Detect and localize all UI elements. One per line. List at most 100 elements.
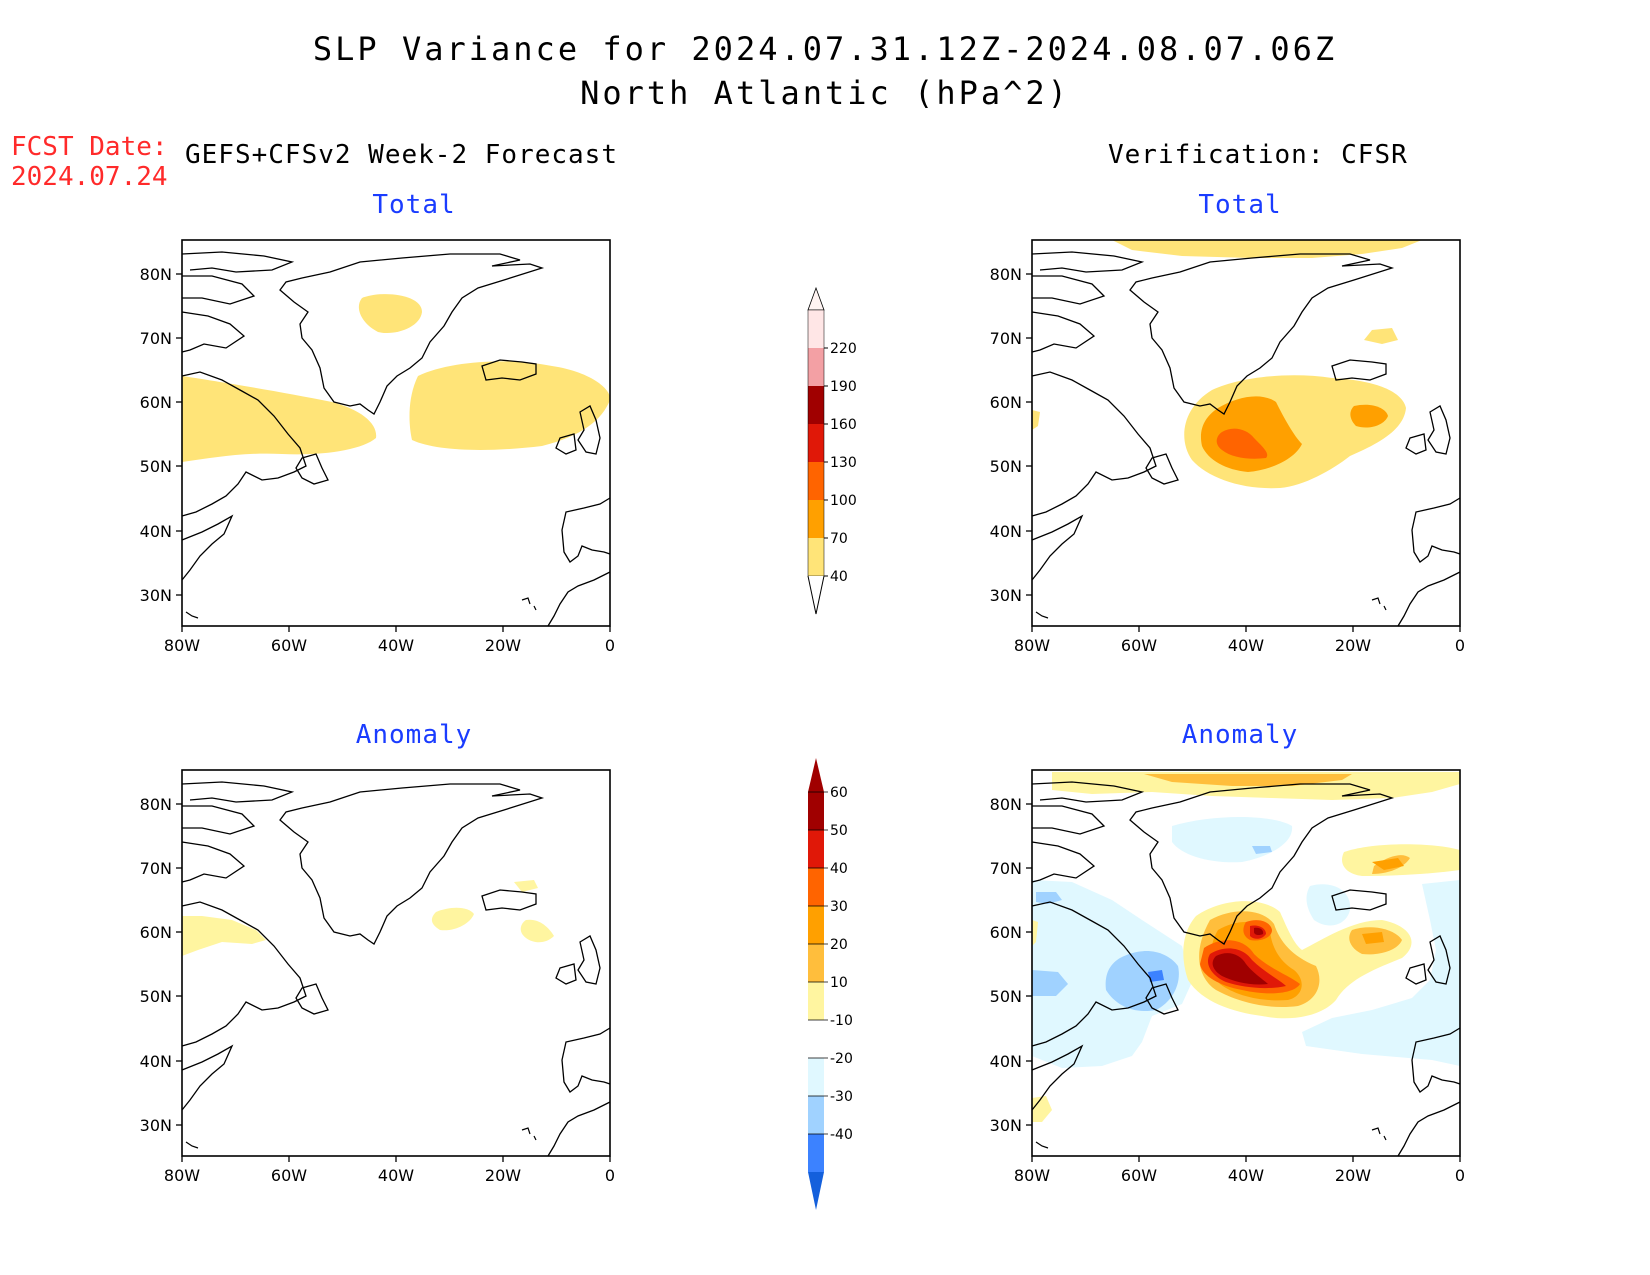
lon-label: 20W [1335,1166,1371,1185]
colorbar-total-swatches: 220 190 160 130 100 70 40 [807,286,857,615]
colorbar-label: -40 [830,1127,853,1143]
colorbar-anomaly-swatches: 60 50 40 30 20 10 -10 -20 -30 -40 [808,758,853,1210]
colorbar-label: -30 [830,1089,853,1105]
colorbar-label: 70 [830,531,848,547]
colorbar-label: -20 [830,1051,853,1067]
fcst-date: 2024.07.24 [11,162,168,192]
verification-anomaly-title: Anomaly [1181,720,1299,750]
lon-label: 40W [378,1166,414,1185]
lat-label: 70N [140,859,172,878]
lat-label: 50N [140,457,172,476]
lon-label: 0 [1455,1166,1465,1185]
variance-fill [182,294,611,462]
lat-label: 50N [990,457,1022,476]
lat-label: 40N [140,522,172,541]
chart-title: SLP Variance for 2024.07.31.12Z-2024.08.… [312,30,1338,68]
right-column-header: Verification: CFSR [1108,140,1408,170]
lon-label: 20W [485,636,521,655]
lat-label: 80N [990,795,1022,814]
lat-label: 30N [140,1116,172,1135]
lat-label: 40N [140,1052,172,1071]
lon-label: 80W [1014,636,1050,655]
anomaly-fill [182,880,554,956]
lat-label: 50N [140,987,172,1006]
lat-label: 30N [990,1116,1022,1135]
lon-label: 40W [1228,636,1264,655]
colorbar-swatch [808,462,824,500]
colorbar-swatch [808,1020,824,1058]
colorbar-label: 40 [830,569,848,585]
colorbar-label: 190 [830,379,857,395]
lon-label: 60W [271,636,307,655]
lon-label: 20W [1335,636,1371,655]
colorbar-swatch [808,310,824,348]
lon-label: 0 [605,636,615,655]
lon-label: 80W [164,1166,200,1185]
lat-label: 70N [140,329,172,348]
lat-label: 60N [140,393,172,412]
colorbar-swatch [808,348,824,386]
lon-label: 0 [605,1166,615,1185]
lon-label: 40W [1228,1166,1264,1185]
verification-total-title: Total [1198,190,1282,220]
verification-anomaly-map: 80N 70N 60N 50N 40N 30N 80W 60W 40W 20W 0 [990,769,1465,1185]
colorbar-swatch [808,906,824,944]
colorbar-bottom-extension [808,1172,824,1210]
left-column-header: GEFS+CFSv2 Week-2 Forecast [185,140,618,170]
colorbar-label: 130 [830,455,857,471]
colorbar-swatch [808,830,824,868]
colorbar-top-extension [808,758,824,792]
colorbar-label: 220 [830,341,857,357]
lat-label: 30N [140,586,172,605]
lat-label: 40N [990,1052,1022,1071]
colorbar-label: 50 [830,823,848,839]
colorbar-swatch [808,424,824,462]
lat-label: 60N [990,923,1022,942]
chart-subtitle: North Atlantic (hPa^2) [580,74,1070,112]
colorbar-swatch [808,982,824,1020]
colorbar-swatch [808,386,824,424]
lat-label: 60N [140,923,172,942]
colorbar-swatch [808,538,824,576]
lon-label: 60W [1121,636,1157,655]
verification-total-map: 80N 70N 60N 50N 40N 30N 80W 60W 40W 20W 0 [990,239,1465,655]
lon-label: 60W [271,1166,307,1185]
colorbar-swatch [808,1134,824,1172]
colorbar-label: 30 [830,899,848,915]
lon-label: 80W [164,636,200,655]
forecast-total-title: Total [372,190,456,220]
fcst-label: FCST Date: [11,132,168,162]
colorbar-swatch [808,1058,824,1096]
lon-label: 80W [1014,1166,1050,1185]
colorbar-swatch [808,500,824,538]
colorbar-swatch [808,944,824,982]
lat-label: 80N [140,795,172,814]
lat-label: 50N [990,987,1022,1006]
colorbar-bottom-extension [807,575,825,615]
anomaly-fill [1032,772,1460,1122]
colorbar-label: 100 [830,493,857,509]
lat-label: 40N [990,522,1022,541]
colorbar-swatch [808,1096,824,1134]
colorbar-total: 220 190 160 130 100 70 40 [807,286,857,615]
forecast-anomaly-map: 80N 70N 60N 50N 40N 30N 80W 60W 40W 20W 0 [140,769,615,1185]
lat-label: 80N [140,265,172,284]
colorbar-anomaly: 60 50 40 30 20 10 -10 -20 -30 -40 [808,758,853,1210]
colorbar-label: 60 [830,785,848,801]
forecast-total-map: 80N 70N 60N 50N 40N 30N 80W 60W 40W 20W 0 [140,239,615,655]
lat-label: 70N [990,859,1022,878]
forecast-anomaly-title: Anomaly [355,720,473,750]
lon-label: 0 [1455,636,1465,655]
colorbar-label: 10 [830,975,848,991]
lat-label: 80N [990,265,1022,284]
coastlines [181,781,611,1157]
colorbar-top-extension [807,286,825,311]
colorbar-label: 20 [830,937,848,953]
colorbar-label: 160 [830,417,857,433]
colorbar-label: 40 [830,861,848,877]
lat-label: 60N [990,393,1022,412]
lat-label: 30N [990,586,1022,605]
map-frame [181,769,611,1157]
colorbar-swatch [808,792,824,830]
lon-label: 20W [485,1166,521,1185]
